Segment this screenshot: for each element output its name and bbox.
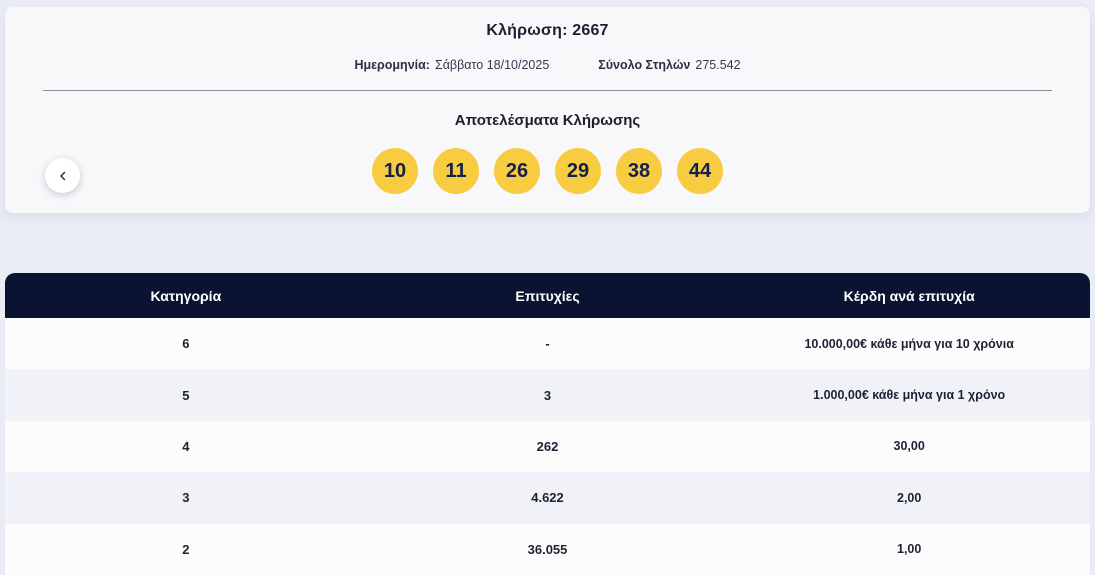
category-cell: 6 (182, 336, 190, 352)
payout-table: Κατηγορία Επιτυχίες Κέρδη ανά επιτυχία 6… (5, 273, 1090, 575)
winning-number-ball: 38 (616, 148, 662, 194)
payout-table-header: Κατηγορία Επιτυχίες Κέρδη ανά επιτυχία (5, 273, 1090, 318)
hits-cell: 4.622 (531, 490, 564, 506)
winning-number-ball: 26 (494, 148, 540, 194)
prize-cell: 1.000,00€ κάθε μήνα για 1 χρόνο (813, 388, 1006, 403)
draw-title: Κλήρωση: 2667 (486, 22, 609, 39)
draw-meta: Ημερομηνία: Σάββατο 18/10/2025 Σύνολο Στ… (5, 58, 1090, 72)
header-hits: Επιτυχίες (515, 287, 580, 304)
table-row: 2 36.055 1,00 (5, 523, 1090, 575)
hits-cell: 36.055 (527, 541, 568, 557)
prize-cell: 1,00 (897, 542, 922, 557)
draw-date: Ημερομηνία: Σάββατο 18/10/2025 (354, 58, 549, 72)
total-columns-value: 275.542 (695, 58, 741, 72)
category-cell: 2 (182, 541, 190, 557)
winning-number-ball: 29 (555, 148, 601, 194)
previous-draw-button[interactable] (45, 158, 80, 193)
winning-numbers-row: 10 11 26 29 38 44 (5, 148, 1090, 194)
table-row: 6 - 10.000,00€ κάθε μήνα για 10 χρόνια (5, 318, 1090, 370)
prize-cell: 2,00 (897, 490, 922, 505)
prize-cell: 10.000,00€ κάθε μήνα για 10 χρόνια (804, 336, 1014, 351)
card-divider (43, 90, 1052, 91)
results-title: Αποτελέσματα Κλήρωσης (454, 112, 641, 129)
draw-date-label: Ημερομηνία: (354, 58, 430, 72)
category-cell: 5 (182, 387, 190, 403)
table-row: 3 4.622 2,00 (5, 472, 1090, 524)
header-category: Κατηγορία (150, 287, 222, 304)
hits-cell: - (545, 336, 550, 352)
table-row: 4 262 30,00 (5, 420, 1090, 473)
winning-number-ball: 44 (677, 148, 723, 194)
draw-date-value: Σάββατο 18/10/2025 (434, 58, 550, 72)
total-columns-label: Σύνολο Στηλών (598, 58, 691, 72)
category-cell: 3 (182, 490, 190, 506)
draw-results-card: Κλήρωση: 2667 Ημερομηνία: Σάββατο 18/10/… (5, 7, 1090, 213)
hits-cell: 262 (536, 438, 559, 454)
total-columns: Σύνολο Στηλών 275.542 (598, 58, 740, 72)
header-prize: Κέρδη ανά επιτυχία (843, 287, 975, 304)
table-row: 5 3 1.000,00€ κάθε μήνα για 1 χρόνο (5, 369, 1090, 421)
chevron-left-icon (56, 169, 70, 183)
hits-cell: 3 (543, 387, 552, 403)
category-cell: 4 (182, 438, 190, 454)
winning-number-ball: 11 (433, 148, 479, 194)
prize-cell: 30,00 (893, 439, 925, 454)
winning-number-ball: 10 (372, 148, 418, 194)
